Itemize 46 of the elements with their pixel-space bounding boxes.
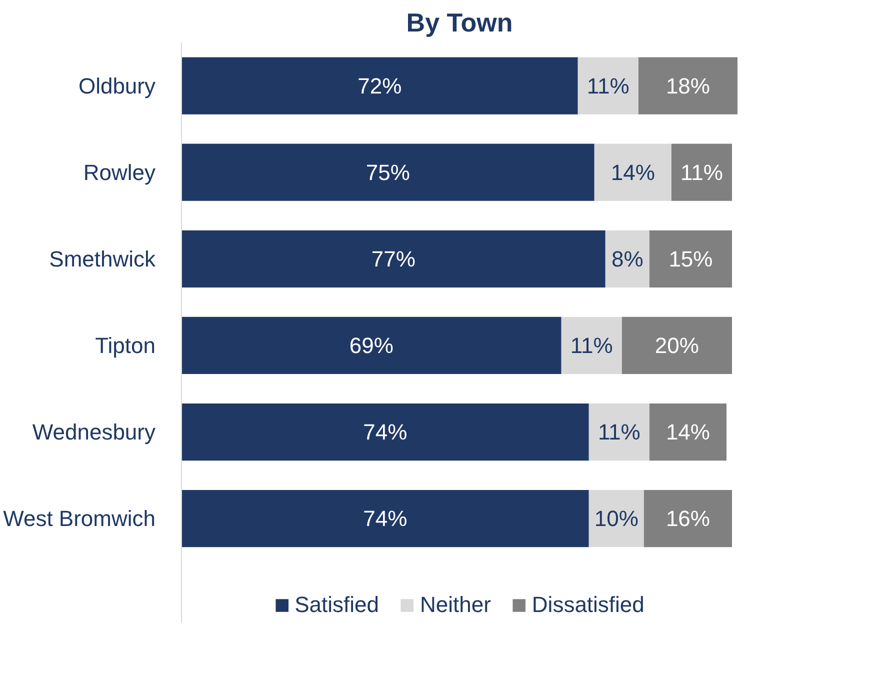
chart-title: By Town bbox=[406, 8, 513, 38]
data-label: 72% bbox=[358, 73, 402, 98]
bar bbox=[638, 57, 738, 114]
data-label: 75% bbox=[366, 160, 410, 185]
data-label: 14% bbox=[666, 420, 710, 445]
y-tick-label: Wednesbury bbox=[32, 420, 156, 445]
bar bbox=[594, 144, 672, 201]
bar bbox=[182, 144, 594, 201]
data-label: 16% bbox=[666, 506, 710, 532]
bar bbox=[561, 316, 622, 374]
bar bbox=[671, 144, 732, 201]
bar bbox=[182, 316, 562, 374]
bar bbox=[588, 403, 650, 461]
bar bbox=[649, 403, 726, 461]
bar bbox=[588, 490, 644, 548]
bar bbox=[622, 316, 732, 374]
data-label: 8% bbox=[612, 246, 644, 272]
data-label: 11% bbox=[598, 420, 640, 445]
data-label: 14% bbox=[610, 160, 655, 185]
bar bbox=[182, 403, 589, 461]
data-label: 11% bbox=[570, 332, 613, 358]
data-label: 11% bbox=[680, 160, 723, 185]
bar bbox=[182, 490, 589, 548]
data-label: 74% bbox=[363, 420, 408, 445]
bar bbox=[578, 57, 638, 114]
legend-label: Neither bbox=[420, 592, 491, 618]
data-label: 11% bbox=[586, 73, 630, 98]
bar bbox=[605, 230, 650, 288]
y-tick-label: Smethwick bbox=[49, 246, 156, 272]
bar bbox=[182, 230, 606, 288]
bar bbox=[182, 57, 578, 114]
y-tick-label: Oldbury bbox=[78, 73, 156, 98]
legend-label: Satisfied bbox=[294, 592, 379, 618]
data-label: 10% bbox=[594, 506, 638, 532]
data-label: 15% bbox=[668, 246, 713, 272]
y-tick-label: Tipton bbox=[95, 332, 156, 358]
data-label: 20% bbox=[654, 332, 699, 358]
legend-label: Dissatisfied bbox=[532, 592, 644, 618]
y-tick-label: West Bromwich bbox=[3, 506, 156, 532]
data-label: 18% bbox=[666, 73, 710, 98]
bar bbox=[649, 230, 732, 288]
data-label: 69% bbox=[349, 332, 394, 358]
data-label: 77% bbox=[371, 246, 416, 272]
bar bbox=[644, 490, 732, 548]
data-label: 74% bbox=[363, 506, 408, 532]
y-tick-label: Rowley bbox=[83, 160, 156, 185]
